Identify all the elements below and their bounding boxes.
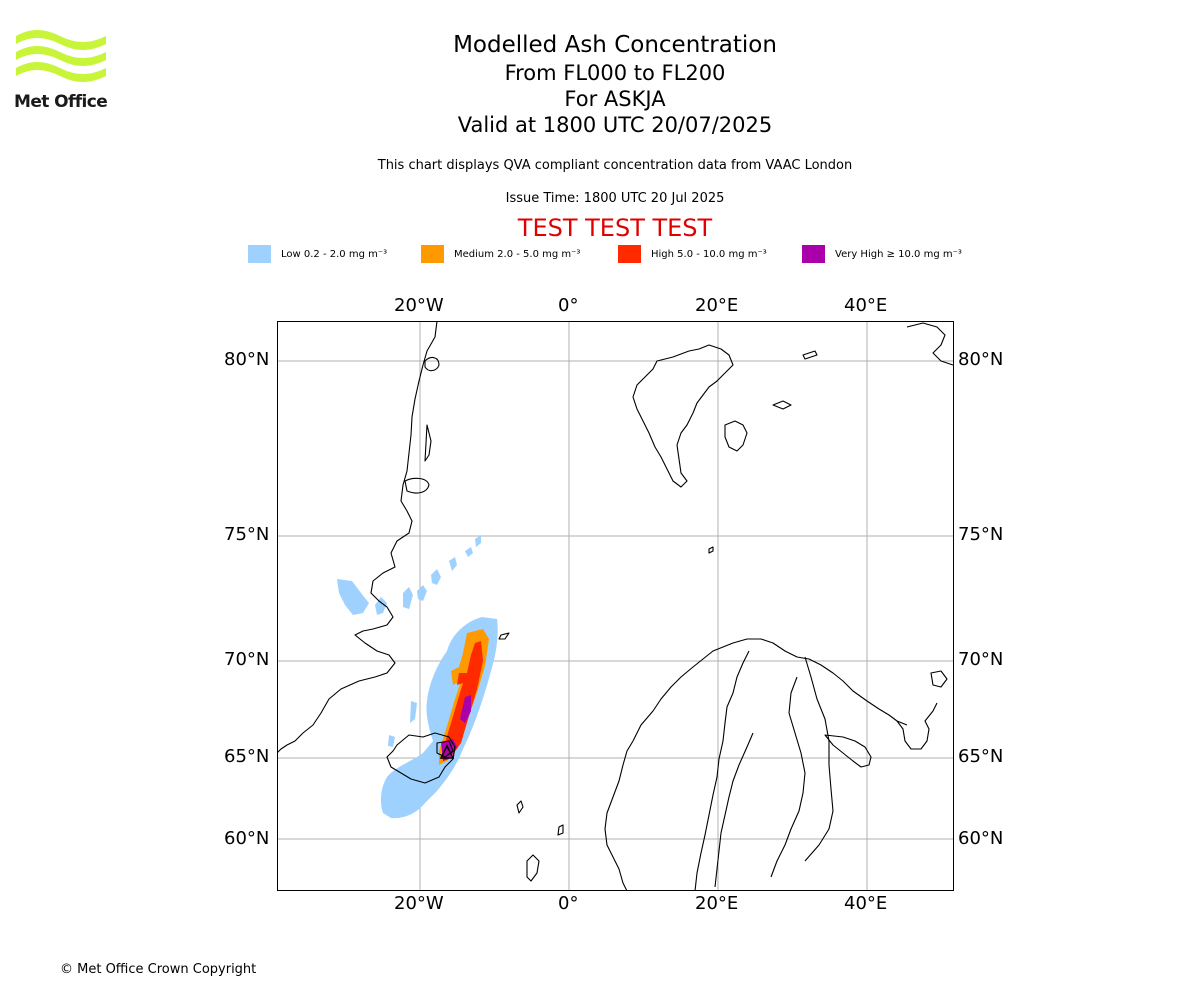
lat-label-right-70n: 70°N	[958, 649, 1004, 670]
lat-label-right-80n: 80°N	[958, 349, 1004, 370]
volcano-name: For ASKJA	[564, 87, 666, 111]
volcano-marker-icon[interactable]	[439, 744, 455, 759]
compliance-note: This chart displays QVA compliant concen…	[377, 158, 853, 173]
legend-item-high: High 5.0 - 10.0 mg m⁻³	[618, 244, 767, 264]
lon-label-bottom-40e: 40°E	[844, 893, 888, 914]
legend-label-very-high: Very High ≥ 10.0 mg m⁻³	[835, 248, 962, 260]
chart-title: Modelled Ash Concentration	[453, 32, 777, 58]
lon-label-top-20e: 20°E	[695, 295, 739, 316]
lon-label-top-40e: 40°E	[844, 295, 888, 316]
legend-label-low: Low 0.2 - 2.0 mg m⁻³	[281, 248, 388, 260]
legend-item-low: Low 0.2 - 2.0 mg m⁻³	[248, 244, 387, 264]
lon-label-top-20w: 20°W	[394, 295, 444, 316]
flight-level-range: From FL000 to FL200	[504, 61, 726, 85]
legend-label-medium: Medium 2.0 - 5.0 mg m⁻³	[454, 248, 581, 260]
legend-swatch-medium	[421, 245, 444, 263]
ash-high-area	[443, 641, 483, 759]
lon-label-bottom-20e: 20°E	[695, 893, 739, 914]
copyright-notice: © Met Office Crown Copyright	[60, 962, 257, 977]
lat-label-left-65n: 65°N	[224, 746, 270, 767]
test-banner: TEST TEST TEST	[517, 214, 713, 242]
lat-label-left-80n: 80°N	[224, 349, 270, 370]
lon-label-bottom-0: 0°	[558, 893, 579, 914]
chart-title-block: Modelled Ash Concentration From FL000 to…	[0, 30, 1200, 138]
legend-swatch-low	[248, 245, 271, 263]
lon-label-top-0: 0°	[558, 295, 579, 316]
lat-label-left-70n: 70°N	[224, 649, 270, 670]
coastlines	[277, 321, 954, 891]
logo-wordmark: Met Office	[14, 92, 108, 112]
legend-swatch-high	[618, 245, 641, 263]
legend-label-high: High 5.0 - 10.0 mg m⁻³	[651, 248, 767, 260]
met-office-waves-icon	[16, 30, 106, 82]
ash-concentration-map[interactable]	[277, 321, 954, 891]
graticule	[277, 321, 954, 891]
met-office-logo: Met Office	[14, 28, 110, 114]
legend-item-very-high: Very High ≥ 10.0 mg m⁻³	[802, 244, 962, 264]
lon-label-bottom-20w: 20°W	[394, 893, 444, 914]
lat-label-right-65n: 65°N	[958, 746, 1004, 767]
legend-item-medium: Medium 2.0 - 5.0 mg m⁻³	[421, 244, 580, 264]
lat-label-left-75n: 75°N	[224, 524, 270, 545]
legend-swatch-very-high	[802, 245, 825, 263]
issue-time: Issue Time: 1800 UTC 20 Jul 2025	[505, 191, 725, 206]
lat-label-left-60n: 60°N	[224, 828, 270, 849]
lat-label-right-75n: 75°N	[958, 524, 1004, 545]
valid-time: Valid at 1800 UTC 20/07/2025	[457, 113, 773, 137]
lat-label-right-60n: 60°N	[958, 828, 1004, 849]
